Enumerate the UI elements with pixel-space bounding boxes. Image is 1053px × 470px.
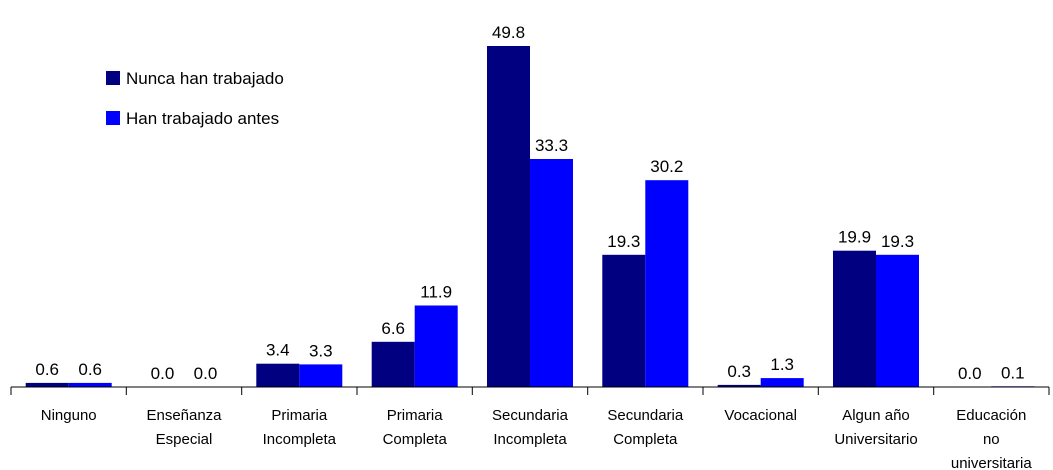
data-label-series-2-cat-9: 0.1 [1001, 363, 1025, 382]
data-label-series-1-cat-2: 0.0 [151, 364, 175, 383]
data-label-series-2-cat-6: 30.2 [650, 157, 683, 176]
bar-series-2-cat-7 [760, 378, 804, 387]
data-label-series-1-cat-5: 49.8 [492, 23, 525, 42]
x-tick-label-9: Educación no universitaria [951, 407, 1033, 470]
data-label-series-1-cat-9: 0.0 [958, 364, 982, 383]
data-label-series-1-cat-6: 19.3 [607, 232, 640, 251]
bar-series-1-cat-1 [25, 382, 69, 387]
x-tick-label-3: Primaria Incompleta [263, 407, 337, 448]
data-label-series-2-cat-1: 0.6 [78, 360, 102, 379]
x-tick-label-8: Algun año Universitario [834, 407, 917, 448]
bar-series-1-cat-6 [602, 254, 646, 387]
bar-series-2-cat-5 [530, 159, 573, 387]
bar-series-1-cat-3 [256, 363, 300, 387]
chart-legend: Nunca han trabajado Han trabajado antes [106, 69, 284, 128]
x-tick-label-5: Secundaria Incompleta [492, 407, 569, 448]
bar-series-1-cat-4 [371, 341, 415, 387]
legend-label-series-2: Han trabajado antes [126, 109, 279, 128]
x-tick-label-1: Ninguno [41, 407, 97, 424]
data-label-series-1-cat-4: 6.6 [381, 319, 405, 338]
bar-series-1-cat-5 [487, 46, 530, 387]
data-label-series-1-cat-8: 19.9 [838, 228, 871, 247]
x-tick-label-2: Enseñanza Especial [146, 407, 222, 448]
data-label-series-2-cat-5: 33.3 [535, 136, 568, 155]
data-label-series-1-cat-3: 3.4 [266, 341, 290, 360]
plot-area: 0.6 0.6 Ninguno 0.0 0.0 Enseñanza Especial 3.4 3… [10, 23, 1050, 470]
data-label-series-1-cat-7: 0.3 [727, 362, 751, 381]
legend-swatch-series-1 [106, 71, 120, 85]
x-tick-label-6: Secundaria Completa [607, 407, 684, 448]
legend-swatch-series-2 [106, 111, 120, 125]
data-label-series-2-cat-3: 3.3 [309, 341, 333, 360]
data-label-series-2-cat-4: 11.9 [420, 283, 452, 302]
legend-label-series-1: Nunca han trabajado [126, 69, 284, 88]
bar-series-1-cat-7 [717, 384, 761, 387]
data-label-series-2-cat-2: 0.0 [194, 364, 218, 383]
bar-series-1-cat-8 [833, 250, 876, 387]
x-tick-label-4: Primaria Completa [383, 407, 448, 448]
bar-series-2-cat-8 [876, 254, 919, 387]
data-label-series-1-cat-1: 0.6 [35, 360, 59, 379]
bar-series-2-cat-1 [68, 382, 112, 387]
data-label-series-2-cat-7: 1.3 [770, 355, 794, 374]
data-label-series-2-cat-8: 19.3 [881, 232, 914, 251]
bar-series-2-cat-6 [645, 180, 689, 387]
bar-series-2-cat-4 [414, 305, 458, 387]
bar-series-2-cat-3 [299, 364, 343, 387]
x-tick-label-7: Vocacional [724, 407, 797, 424]
